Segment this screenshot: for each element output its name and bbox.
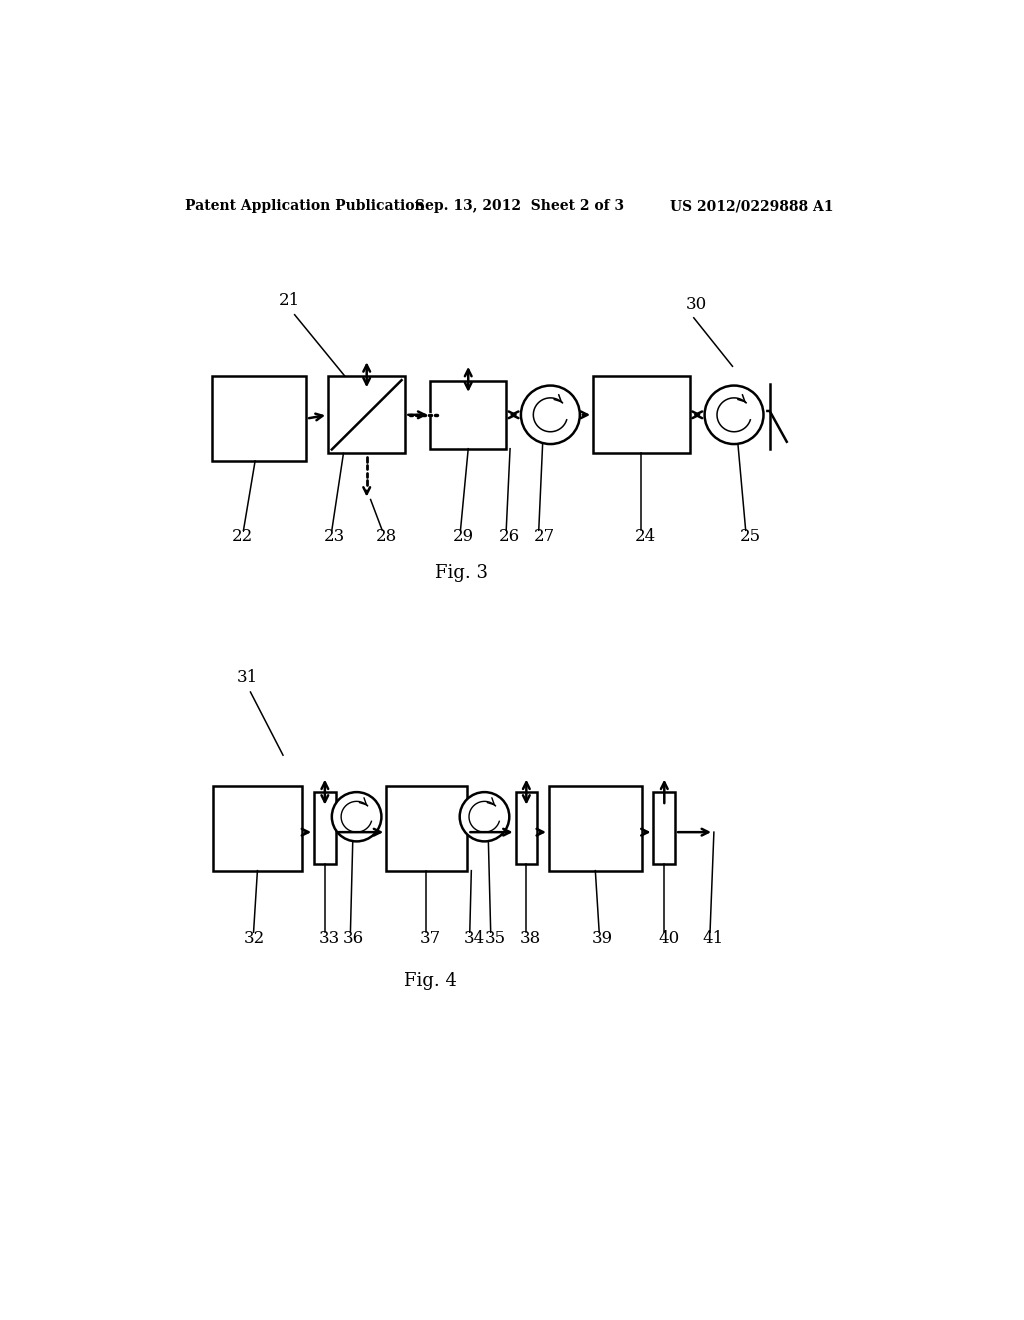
- Bar: [213, 785, 302, 871]
- Text: 25: 25: [740, 528, 762, 545]
- Text: 27: 27: [534, 528, 555, 545]
- Text: 34: 34: [464, 931, 484, 946]
- Text: 37: 37: [420, 931, 441, 946]
- Text: 29: 29: [453, 528, 474, 545]
- Bar: [653, 792, 675, 865]
- Text: Fig. 4: Fig. 4: [403, 972, 457, 990]
- Bar: [430, 381, 506, 449]
- Circle shape: [521, 385, 580, 444]
- Text: 39: 39: [592, 931, 612, 946]
- Text: 22: 22: [231, 528, 253, 545]
- Circle shape: [332, 792, 381, 841]
- Text: 28: 28: [376, 528, 397, 545]
- Bar: [386, 785, 467, 871]
- Text: 40: 40: [658, 931, 679, 946]
- Bar: [314, 792, 336, 865]
- Text: 23: 23: [324, 528, 345, 545]
- Bar: [212, 376, 306, 461]
- Circle shape: [460, 792, 509, 841]
- Text: 38: 38: [520, 931, 542, 946]
- Bar: [549, 785, 642, 871]
- Text: Sep. 13, 2012  Sheet 2 of 3: Sep. 13, 2012 Sheet 2 of 3: [415, 199, 624, 213]
- Text: 33: 33: [318, 931, 340, 946]
- Bar: [593, 376, 690, 453]
- Text: 32: 32: [244, 931, 265, 946]
- Text: Patent Application Publication: Patent Application Publication: [184, 199, 424, 213]
- Text: 41: 41: [702, 931, 724, 946]
- Text: 35: 35: [484, 931, 506, 946]
- Text: 30: 30: [686, 296, 708, 313]
- Text: 26: 26: [499, 528, 519, 545]
- Bar: [515, 792, 538, 865]
- Text: 31: 31: [237, 669, 258, 686]
- Text: 24: 24: [635, 528, 656, 545]
- Text: 36: 36: [343, 931, 364, 946]
- Text: US 2012/0229888 A1: US 2012/0229888 A1: [671, 199, 834, 213]
- Circle shape: [705, 385, 764, 444]
- Text: 21: 21: [280, 292, 300, 309]
- Bar: [328, 376, 406, 453]
- Text: Fig. 3: Fig. 3: [435, 564, 487, 582]
